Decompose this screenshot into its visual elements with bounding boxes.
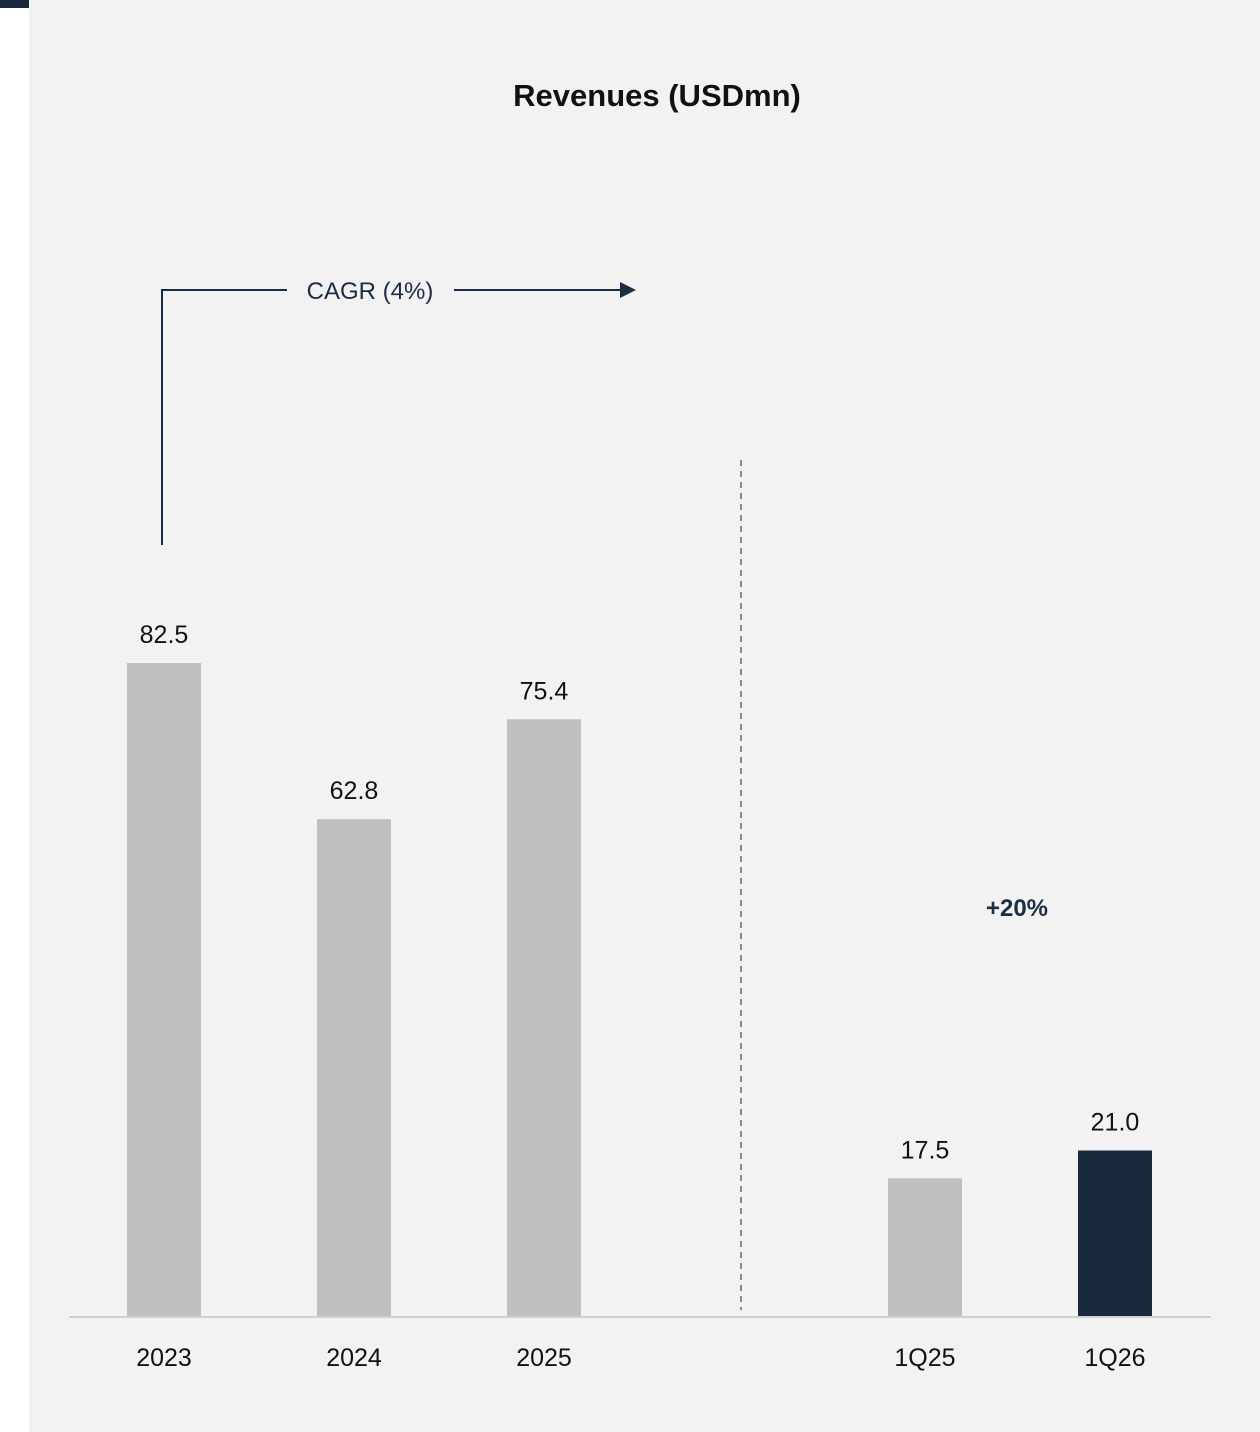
bar-1Q25 [888,1178,962,1317]
x-tick-label-1Q26: 1Q26 [1084,1344,1145,1372]
chart-title: Revenues (USDmn) [513,78,801,113]
value-labels-layer: 82.5 62.8 75.4 17.5 21.0 [140,621,1140,1164]
chart-panel [29,0,1260,1432]
bar-2025 [507,719,581,1317]
cagr-annotation: CAGR (4%) [307,278,434,305]
cagr-bracket-line [161,289,287,545]
tick-labels-layer: 2023 2024 2025 1Q25 1Q26 [136,1344,1145,1372]
x-tick-label-2025: 2025 [516,1344,572,1372]
growth-annotation: +20% [986,895,1048,922]
bar-2024 [317,819,391,1317]
value-label-1Q25: 17.5 [901,1136,950,1164]
value-label-2023: 82.5 [140,621,189,649]
bars-layer [127,663,1152,1317]
value-label-2024: 62.8 [330,777,379,805]
bar-1Q26 [1078,1150,1152,1317]
value-label-1Q26: 21.0 [1091,1109,1140,1137]
value-label-2025: 75.4 [520,677,569,705]
bar-2023 [127,663,201,1317]
x-tick-label-2024: 2024 [326,1344,382,1372]
x-tick-label-1Q25: 1Q25 [894,1344,955,1372]
x-tick-label-2023: 2023 [136,1344,192,1372]
cagr-arrowhead-icon [620,282,636,298]
